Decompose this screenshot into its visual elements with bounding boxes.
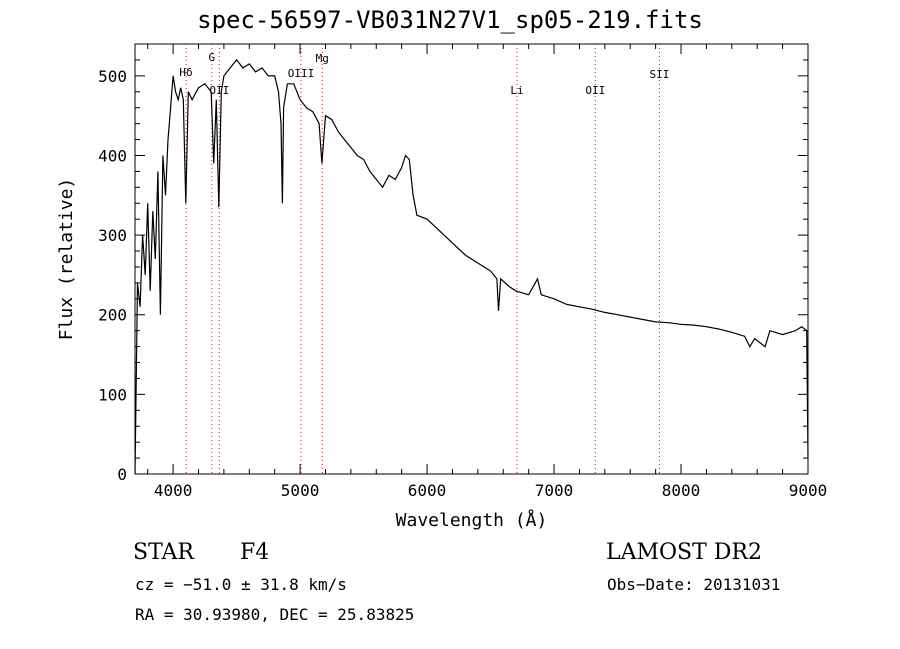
object-subclass: F4: [240, 540, 270, 565]
plot-frame: [134, 43, 809, 475]
x-tick-label: 7000: [535, 481, 574, 500]
y-tick-label: 200: [98, 306, 127, 325]
spectral-line-label: OII: [209, 84, 229, 97]
spectral-line-label: SII: [649, 68, 669, 81]
x-tick-label: 9000: [789, 481, 828, 500]
spectrum-series-line: [134, 58, 809, 475]
spectral-line-label: OIII: [288, 67, 315, 80]
y-tick-label: 500: [98, 67, 127, 86]
object-class: STAR: [133, 540, 194, 565]
x-tick-label: 8000: [662, 481, 701, 500]
spectral-line-label: Li: [510, 84, 523, 97]
x-tick-label: 6000: [408, 481, 447, 500]
spectral-line-label: OII: [585, 84, 605, 97]
spectral-line-label: Hδ: [179, 66, 192, 79]
obs-date: Obs−Date: 20131031: [607, 575, 781, 594]
coordinates: RA = 30.93980, DEC = 25.83825: [135, 605, 415, 624]
chart-title: spec-56597-VB031N27V1_sp05-219.fits: [197, 6, 703, 34]
spectral-line-label: Mg: [316, 52, 329, 65]
survey-name: LAMOST DR2: [606, 540, 762, 565]
x-tick-label: 5000: [281, 481, 320, 500]
y-tick-label: 100: [98, 385, 127, 404]
y-tick-label: 400: [98, 146, 127, 165]
x-axis-label: Wavelength (Å): [396, 509, 548, 531]
y-axis-label: Flux (relative): [56, 178, 77, 341]
y-tick-label: 300: [98, 226, 127, 245]
spectral-line-label: G: [209, 51, 216, 64]
spectrum-chart: 4000 5000 6000 7000 8000 9000 0 100 200 300 400 500…: [56, 43, 827, 531]
axis-ticks: 4000 5000 6000 7000 8000 9000 0 100 200 300 400 500: [98, 44, 827, 500]
x-tick-label: 4000: [154, 481, 193, 500]
redshift-text: cz = −51.0 ± 31.8 km/s: [135, 575, 347, 594]
y-tick-label: 0: [117, 465, 127, 484]
